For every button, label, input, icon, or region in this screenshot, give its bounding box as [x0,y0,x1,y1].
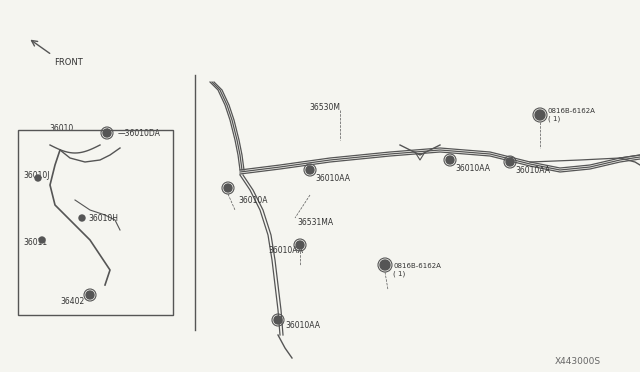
Text: 36010AA: 36010AA [515,166,550,174]
Text: 36010H: 36010H [88,214,118,222]
Circle shape [79,215,85,221]
Text: 36010AA: 36010AA [315,173,350,183]
Circle shape [380,260,390,270]
Text: 0816B-6162A
( 1): 0816B-6162A ( 1) [393,263,441,277]
Circle shape [103,129,111,137]
Text: S: S [535,112,539,116]
Circle shape [224,184,232,192]
Circle shape [39,237,45,243]
Text: 36531MA: 36531MA [297,218,333,227]
Bar [18,130,173,315]
Text: 36010J: 36010J [23,170,49,180]
Circle shape [296,241,304,249]
Circle shape [306,166,314,174]
Circle shape [506,158,514,166]
Text: 36402: 36402 [60,298,84,307]
Text: 36010A: 36010A [238,196,268,205]
Circle shape [446,156,454,164]
Text: 36010: 36010 [50,124,74,132]
Circle shape [35,175,41,181]
Text: FRONT: FRONT [54,58,83,67]
Text: —36010DA: —36010DA [118,128,161,138]
Text: 36011: 36011 [23,237,47,247]
Text: 36010AA: 36010AA [268,246,303,254]
Text: 36010AA: 36010AA [455,164,490,173]
Circle shape [274,316,282,324]
Text: 0816B-6162A
( 1): 0816B-6162A ( 1) [548,108,596,122]
Circle shape [535,110,545,120]
Text: X443000S: X443000S [555,357,601,366]
Text: S: S [380,262,384,266]
Text: 36530M: 36530M [310,103,340,112]
Text: 36010AA: 36010AA [285,321,320,330]
Circle shape [86,291,94,299]
